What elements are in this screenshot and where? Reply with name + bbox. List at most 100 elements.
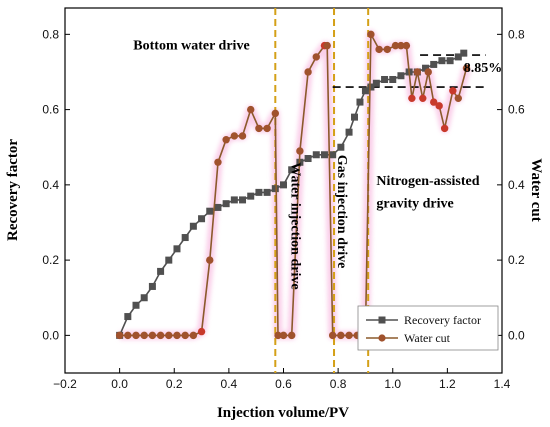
recovery-factor-point (361, 87, 369, 95)
recovery-factor-point (239, 196, 247, 204)
recovery-factor-point (280, 181, 287, 189)
y-left-tick-label: 0.0 (42, 328, 59, 342)
y-left-tick-label: 0.8 (42, 27, 59, 41)
x-axis-ticks: −0.2 0.0 0.2 0.4 0.6 0.8 1.0 1.2 1.4 (53, 368, 511, 391)
water-cut-point (124, 331, 132, 340)
water-cut-point (247, 105, 255, 114)
water-cut-point (312, 53, 320, 61)
recovery-factor-point (198, 215, 206, 223)
water-cut-point (263, 124, 271, 133)
recovery-factor-point (356, 98, 364, 106)
water-cut-point (222, 136, 230, 144)
recovery-factor-point (189, 222, 197, 230)
y-axis-right-ticks: 0.0 0.2 0.4 0.6 0.8 (497, 27, 525, 342)
water-cut-point (345, 331, 353, 340)
legend-marker-watercut (378, 334, 386, 342)
stage-label: gravity drive (376, 196, 453, 211)
recovery-factor-point (460, 49, 468, 57)
recovery-factor-point (165, 256, 173, 264)
series-layer (115, 30, 471, 340)
recovery-factor-point (181, 234, 189, 242)
increment-label: 8.85% (464, 61, 503, 76)
water-cut-point (197, 327, 206, 336)
y-right-tick-label: 0.4 (508, 178, 525, 192)
water-cut-point (296, 147, 304, 155)
reference-lines (332, 54, 486, 88)
water-cut-point (214, 158, 222, 166)
water-cut-point (255, 124, 263, 133)
recovery-factor-point (124, 313, 132, 321)
recovery-factor-point (312, 151, 320, 159)
water-cut-point (440, 124, 449, 133)
recovery-factor-point (288, 166, 296, 174)
water-cut-point (435, 102, 443, 110)
water-cut-point (271, 109, 280, 118)
recovery-factor-point (329, 151, 337, 159)
recovery-factor-point (372, 79, 380, 87)
stage-label: Water injection drive (288, 162, 303, 289)
water-cut-point (287, 331, 296, 340)
stage-label: Nitrogen-assisted (376, 174, 479, 189)
x-tick-label: 0.2 (166, 377, 183, 391)
y-left-tick-label: 0.4 (42, 178, 59, 192)
water-cut-point (165, 331, 173, 340)
water-cut-point (189, 331, 198, 340)
water-cut-point (230, 132, 239, 140)
water-cut-point (337, 331, 345, 340)
legend-box (357, 305, 499, 351)
recovery-factor-point (430, 60, 438, 68)
legend-label-recovery: Recovery factor (404, 313, 481, 327)
recovery-factor-point (351, 113, 359, 121)
recovery-factor-point (454, 53, 462, 61)
water-cut-point (274, 331, 282, 340)
legend: Recovery factor Water cut (357, 305, 499, 351)
recovery-factor-point (255, 188, 263, 196)
water-cut-point (375, 45, 383, 54)
legend-marker-recovery (378, 316, 386, 324)
water-cut-point (323, 41, 331, 50)
legend-label-watercut: Water cut (404, 331, 451, 345)
recovery-factor-point (389, 75, 397, 83)
water-cut-point (367, 30, 375, 39)
water-cut-point (454, 94, 462, 103)
water-cut-point (156, 331, 165, 340)
water-cut-point (181, 331, 189, 340)
stage-label: Gas injection drive (334, 155, 349, 269)
y-axis-left-ticks: 0.0 0.2 0.4 0.6 0.8 (42, 27, 70, 342)
recovery-factor-point (422, 64, 430, 72)
water-cut-point (148, 331, 157, 340)
y-right-tick-label: 0.2 (508, 253, 525, 267)
recovery-factor-point (446, 57, 454, 65)
x-tick-label: 0.6 (275, 377, 292, 391)
x-tick-label: 1.2 (439, 377, 456, 391)
recovery-factor-point (148, 282, 156, 290)
recovery-factor-point (157, 267, 165, 275)
x-tick-label: 0.0 (111, 377, 128, 391)
recovery-factor-point (247, 192, 255, 200)
water-cut-point (424, 68, 432, 76)
water-cut-point (419, 94, 427, 103)
y-axis-left-title: Recovery factor (5, 139, 21, 241)
y-left-tick-label: 0.6 (42, 103, 59, 117)
recovery-factor-point (214, 203, 222, 211)
water-cut-point (328, 331, 337, 340)
water-cut-point (140, 331, 148, 340)
x-tick-label: 0.4 (221, 377, 238, 391)
water-cut-point (206, 256, 214, 264)
recovery-factor-point (263, 188, 271, 196)
water-cut-point (430, 98, 438, 106)
recovery-factor-point (304, 155, 312, 163)
y-right-tick-label: 0.6 (508, 103, 525, 117)
recovery-factor-point (345, 128, 353, 136)
water-cut-point (173, 331, 181, 340)
recovery-factor-point (320, 151, 328, 159)
x-tick-label: 1.0 (384, 377, 401, 391)
water-cut-point (238, 132, 247, 140)
recovery-factor-point (438, 57, 446, 65)
stage-label: Bottom water drive (133, 38, 249, 53)
water-cut-point (304, 68, 312, 76)
x-axis-title: Injection volume/PV (217, 405, 349, 421)
water-cut-point (391, 41, 400, 50)
y-right-tick-label: 0.0 (508, 328, 525, 342)
